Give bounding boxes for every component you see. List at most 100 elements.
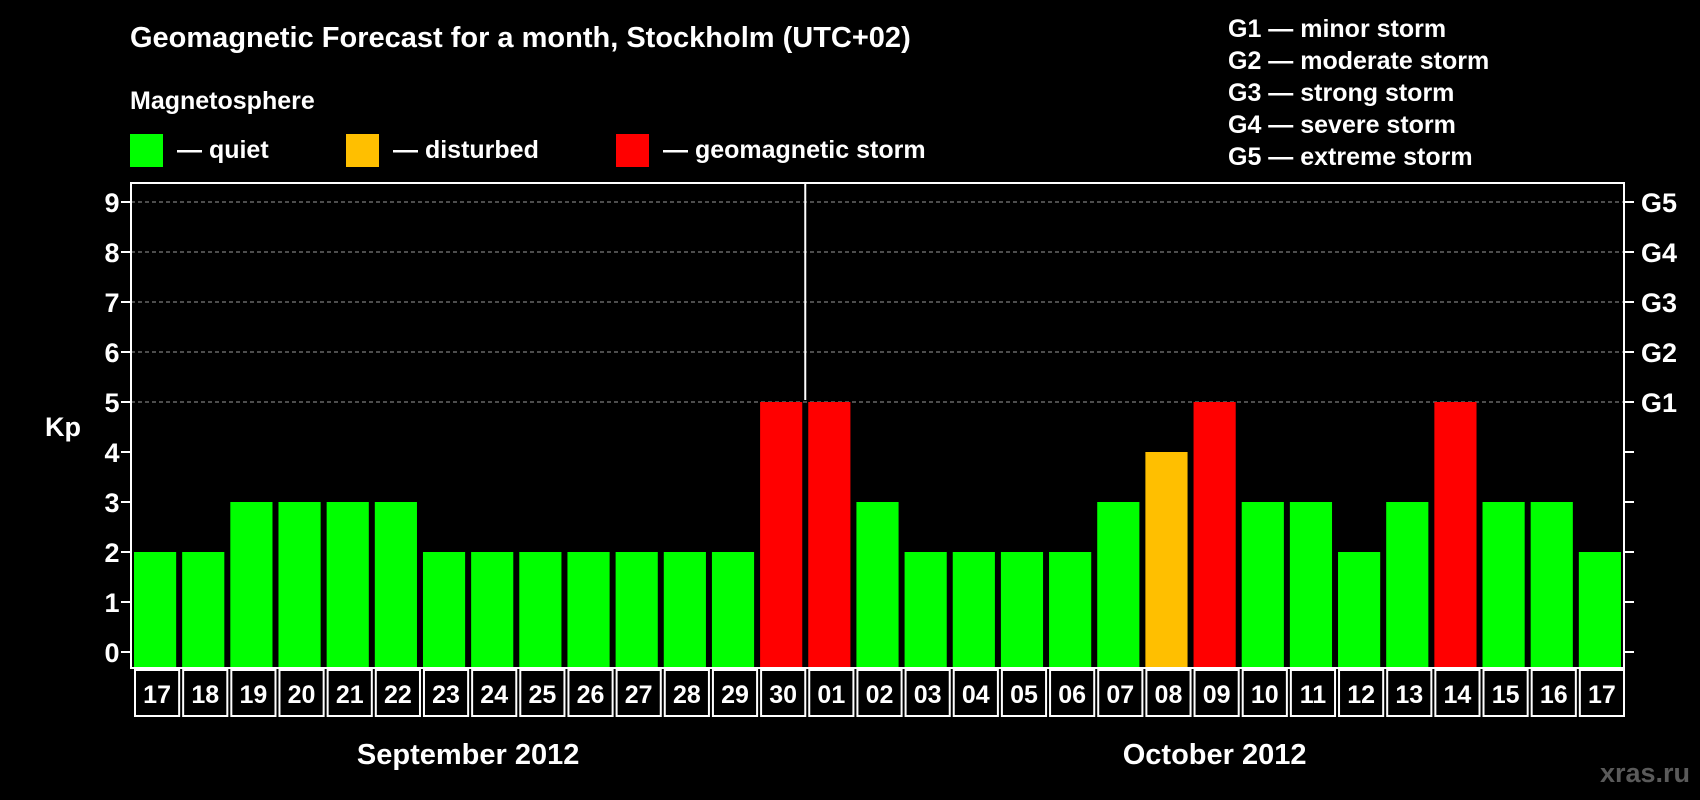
bar: [808, 402, 851, 668]
storm-scale-item: G4 — severe storm: [1228, 111, 1456, 139]
storm-scale-item: G1 — minor storm: [1228, 15, 1446, 43]
day-cell: [422, 669, 470, 717]
day-label: 16: [1540, 681, 1568, 709]
legend-swatch: [130, 134, 163, 167]
legend-label: — disturbed: [393, 136, 539, 164]
day-label: 24: [480, 681, 508, 709]
day-label: 23: [432, 681, 460, 709]
month-labels: September 2012 October 2012: [357, 739, 1307, 771]
legend-label: — quiet: [177, 136, 269, 164]
storm-scale-item: G2 — moderate storm: [1228, 47, 1489, 75]
day-cell: [1530, 669, 1577, 717]
bar: [1338, 552, 1381, 668]
g-scale-label: G1: [1641, 388, 1677, 418]
g-scale-label: G4: [1641, 238, 1677, 268]
day-cell: [1241, 669, 1288, 717]
day-label: 12: [1347, 681, 1375, 709]
y-axis-label: Kp: [45, 412, 81, 442]
day-label: 10: [1251, 681, 1279, 709]
day-cell: [230, 669, 277, 717]
storm-scale-item: G3 — strong storm: [1228, 79, 1454, 107]
day-cell: [808, 669, 855, 717]
legend-swatch: [346, 134, 379, 167]
bar: [519, 552, 562, 668]
day-label: 04: [962, 681, 990, 709]
day-label: 14: [1444, 681, 1472, 709]
day-cell: [1049, 669, 1096, 717]
bar: [856, 502, 899, 668]
day-label: 17: [143, 681, 171, 709]
bar: [1434, 402, 1477, 668]
g-scale-label: G5: [1641, 188, 1677, 218]
day-label: 27: [625, 681, 653, 709]
day-label: 22: [384, 681, 412, 709]
bar: [904, 552, 947, 668]
day-label: 11: [1300, 681, 1327, 709]
day-label: 08: [1155, 681, 1183, 709]
day-cell: [1482, 669, 1529, 717]
day-label: 03: [914, 681, 942, 709]
day-label: 15: [1492, 681, 1520, 709]
day-cell: [1145, 669, 1192, 717]
plot-frame: [130, 182, 1625, 669]
y-axis: 0 1 2 3 4 5 6 7 8 9: [104, 188, 131, 668]
day-cell: [278, 669, 325, 717]
day-cell: [760, 669, 807, 717]
day-label: 07: [1106, 681, 1134, 709]
bar: [615, 552, 658, 668]
day-label: 18: [191, 681, 219, 709]
y-tick-label: 7: [104, 288, 119, 318]
day-cell: [519, 669, 566, 717]
month-label: October 2012: [1123, 739, 1307, 771]
bar: [1241, 502, 1284, 668]
bar: [278, 502, 321, 668]
g-scale-label: G3: [1641, 288, 1677, 318]
watermark: xras.ru: [1600, 758, 1690, 788]
y-tick-label: 0: [104, 638, 119, 668]
bar: [1289, 502, 1333, 668]
bar: [952, 552, 995, 668]
storm-scale-item: G5 — extreme storm: [1228, 143, 1473, 171]
day-cell: [1338, 669, 1385, 717]
y-tick-label: 1: [104, 588, 119, 618]
bar: [1049, 552, 1092, 668]
day-cell: [1000, 669, 1048, 717]
bar: [1145, 452, 1188, 668]
bar: [1530, 502, 1573, 668]
day-label: 06: [1058, 681, 1086, 709]
bar: [230, 502, 273, 668]
y-tick-label: 3: [104, 488, 119, 518]
y-tick-label: 2: [104, 538, 119, 568]
day-label: 26: [577, 681, 605, 709]
bar: [1193, 402, 1236, 668]
day-cell: [134, 669, 181, 717]
day-cell: [374, 669, 421, 717]
y-tick-label: 4: [104, 438, 119, 468]
day-labels: 17 18 19 20 21 22 23 24 25 26 27 28 29 30 01 02 03 04 05 06…: [134, 669, 1626, 717]
grid: [131, 201, 1624, 403]
bar: [1000, 552, 1044, 668]
g-scale-label: G2: [1641, 338, 1677, 368]
day-label: 20: [288, 681, 316, 709]
day-cell: [904, 669, 951, 717]
bar: [134, 552, 177, 668]
bar: [471, 552, 514, 668]
day-cell: [326, 669, 373, 717]
day-cell: [615, 669, 662, 717]
day-cell: [182, 669, 229, 717]
bar: [1482, 502, 1525, 668]
bar: [422, 552, 466, 668]
g-scale-axis: G1 G2 G3 G4 G5: [1624, 188, 1677, 653]
status-legend: — quiet — disturbed — geomagnetic storm: [130, 134, 926, 167]
y-tick-label: 5: [104, 388, 119, 418]
day-cell: [1289, 669, 1337, 717]
legend-label: — geomagnetic storm: [663, 136, 926, 164]
legend-heading: Magnetosphere: [130, 87, 315, 115]
day-label: 25: [528, 681, 556, 709]
bars: [134, 402, 1621, 668]
day-cell: [952, 669, 999, 717]
bar: [1386, 502, 1429, 668]
legend-swatch: [616, 134, 649, 167]
storm-scale-legend: G1 — minor storm G2 — moderate storm G3 — …: [1228, 15, 1489, 171]
day-label: 02: [866, 681, 894, 709]
